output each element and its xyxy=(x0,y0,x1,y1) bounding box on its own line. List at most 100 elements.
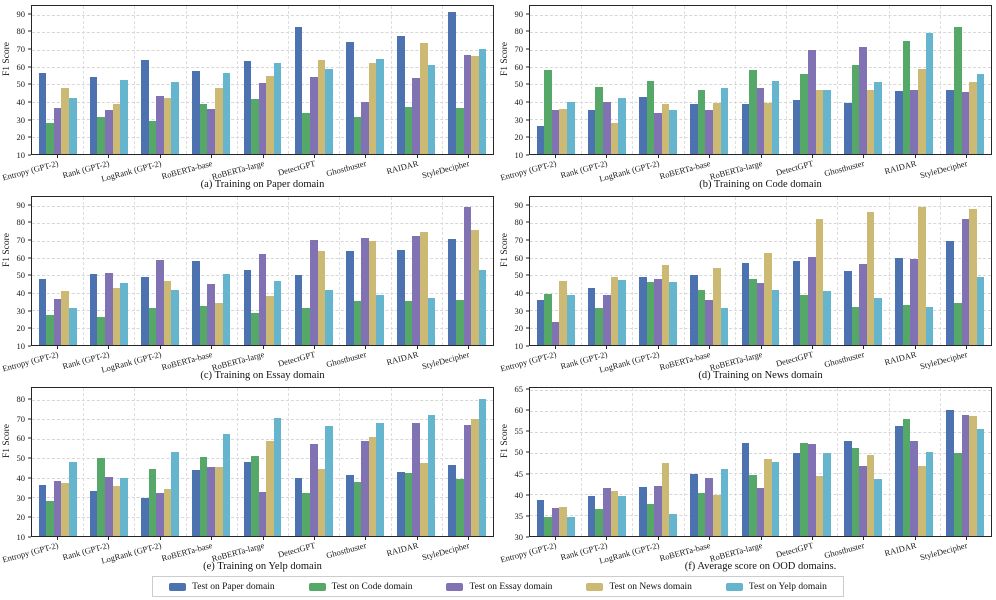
x-gridline xyxy=(185,388,187,536)
y-tick-label: 30 xyxy=(514,114,524,125)
y-tick-label: 30 xyxy=(16,492,26,503)
x-gridline xyxy=(441,388,443,536)
y-tick-mark xyxy=(526,430,529,432)
y-gridline xyxy=(32,205,493,207)
bar xyxy=(361,237,369,345)
y-tick-label: 70 xyxy=(16,43,26,54)
bar xyxy=(427,415,436,536)
x-gridline xyxy=(683,6,685,154)
x-gridline xyxy=(236,6,238,154)
bar xyxy=(954,452,962,536)
x-axis: Entropy (GPT-2) Rank (GPT-2) LogRank (GPT-… xyxy=(1,537,494,566)
y-tick-label: 10 xyxy=(16,531,26,542)
bar xyxy=(705,110,714,154)
y-tick-label: 30 xyxy=(514,305,524,316)
bar xyxy=(874,298,882,345)
y-tick-label: 20 xyxy=(514,132,524,143)
bar xyxy=(536,126,545,154)
bar xyxy=(815,89,824,154)
x-gridline xyxy=(632,197,634,345)
bar xyxy=(654,113,662,154)
y-tick-mark xyxy=(28,154,31,156)
bar xyxy=(851,65,860,154)
bar xyxy=(294,275,303,345)
y-gridline xyxy=(32,66,493,68)
y-tick-mark xyxy=(28,83,31,85)
x-gridline xyxy=(734,6,736,154)
y-tick-label: 50 xyxy=(16,79,26,90)
y-tick-label: 10 xyxy=(16,149,26,160)
y-axis: 10 20 30 40 50 60 70 80 90 xyxy=(498,5,529,159)
y-gridline xyxy=(32,240,493,242)
bar xyxy=(544,517,552,536)
bar xyxy=(917,465,926,536)
x-tick-mark xyxy=(159,537,161,540)
y-gridline xyxy=(530,66,991,68)
bar xyxy=(46,500,54,536)
y-tick-mark xyxy=(28,257,31,259)
bar xyxy=(792,100,801,154)
bar xyxy=(215,466,223,536)
x-tick-mark xyxy=(914,155,916,158)
y-tick-mark xyxy=(28,274,31,276)
bar xyxy=(639,277,647,345)
bar xyxy=(866,211,875,345)
bar xyxy=(171,452,179,536)
bar xyxy=(345,474,354,536)
bar xyxy=(823,89,831,154)
bar xyxy=(38,278,47,345)
bar xyxy=(910,258,918,345)
x-tick-mark xyxy=(108,537,110,540)
y-tick-mark xyxy=(28,48,31,50)
x-gridline xyxy=(339,388,341,536)
x-axis: Entropy (GPT-2) Rank (GPT-2) LogRank (GPT-… xyxy=(499,346,992,375)
bar xyxy=(141,498,149,536)
x-tick-mark xyxy=(863,155,865,158)
x-gridline xyxy=(236,197,238,345)
bar xyxy=(690,474,698,536)
y-gridline xyxy=(530,32,991,34)
bar xyxy=(866,90,875,154)
x-tick-mark xyxy=(313,346,315,349)
y-tick-label: 10 xyxy=(514,340,524,351)
bar xyxy=(807,443,816,536)
y-tick-mark xyxy=(28,516,31,518)
bar xyxy=(61,291,69,345)
x-tick-mark xyxy=(657,346,659,349)
bar xyxy=(764,459,772,536)
y-tick-label: 60 xyxy=(514,252,524,263)
y-tick-mark xyxy=(526,13,529,15)
legend: Test on Paper domain Test on Code domain… xyxy=(0,573,996,600)
y-tick-mark xyxy=(526,473,529,475)
bar xyxy=(639,96,647,154)
bar xyxy=(463,54,472,154)
bar xyxy=(749,474,757,536)
y-tick-label: 20 xyxy=(16,512,26,522)
legend-item-paper: Test on Paper domain xyxy=(169,582,275,592)
y-tick-label: 10 xyxy=(514,149,524,160)
bar xyxy=(215,303,223,345)
y-tick-label: 20 xyxy=(16,132,26,143)
bar xyxy=(669,110,677,154)
bar xyxy=(587,110,596,154)
y-tick-mark xyxy=(526,515,529,517)
subplot-f: F1 Score 30 35 40 45 50 55 60 65 Entropy (GPT-2… xyxy=(498,382,996,573)
bar xyxy=(163,98,172,154)
y-tick-label: 40 xyxy=(16,96,26,107)
y-gridline xyxy=(530,452,991,454)
bar xyxy=(376,295,384,345)
bar xyxy=(646,282,655,345)
bar xyxy=(456,107,464,154)
x-tick-mark xyxy=(211,537,213,540)
y-axis: 30 35 40 45 50 55 60 65 xyxy=(498,385,529,541)
bar xyxy=(412,236,420,345)
bar xyxy=(902,40,911,154)
x-tick-mark xyxy=(56,537,58,540)
bar xyxy=(566,516,575,536)
y-tick-mark xyxy=(526,66,529,68)
y-tick-label: 45 xyxy=(514,468,524,479)
bar xyxy=(463,207,472,345)
bar xyxy=(89,273,98,345)
bar xyxy=(419,231,428,345)
x-gridline xyxy=(288,388,290,536)
